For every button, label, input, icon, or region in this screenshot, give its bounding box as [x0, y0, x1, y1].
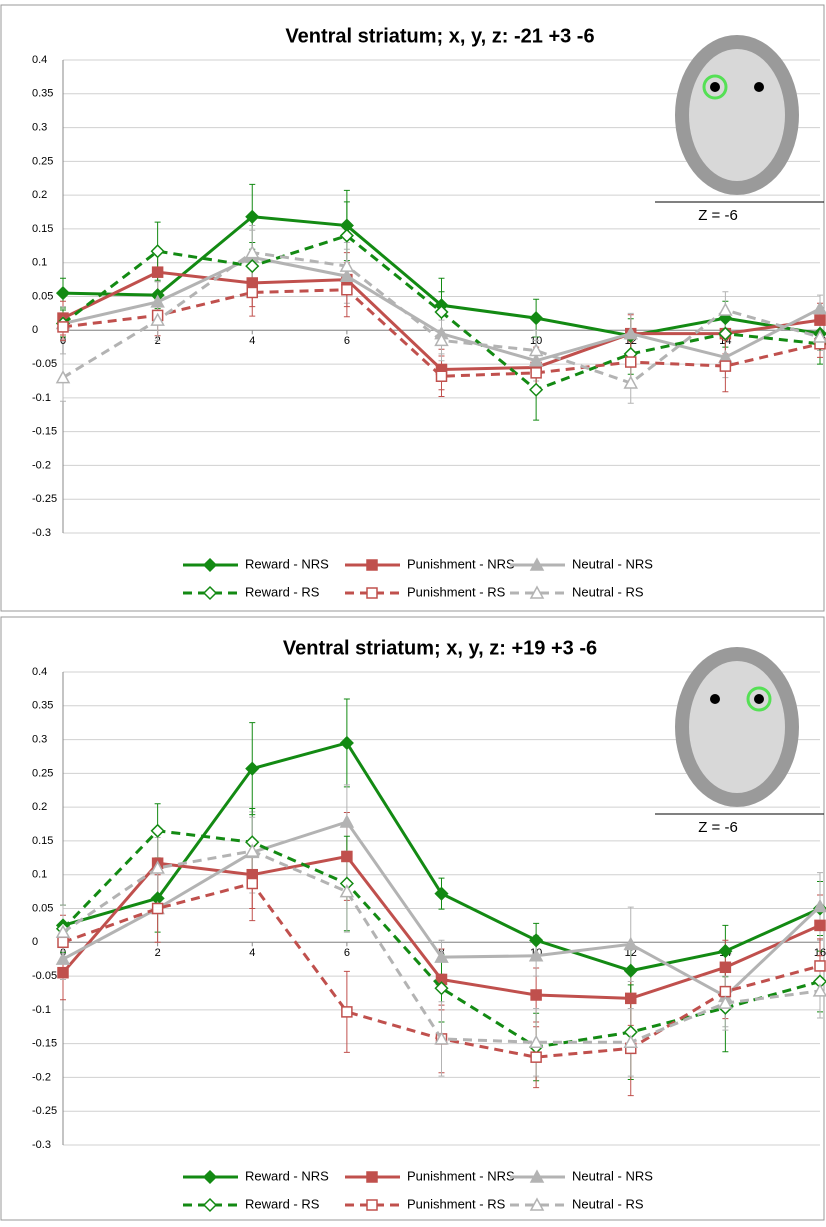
legend-label: Punishment - NRS: [407, 1168, 515, 1183]
chart-title: Ventral striatum; x, y, z: -21 +3 -6: [285, 25, 594, 47]
marker: [531, 990, 541, 1000]
y-tick-label: 0.4: [32, 666, 47, 678]
marker: [58, 322, 68, 332]
marker: [720, 987, 730, 997]
marker: [367, 1200, 377, 1210]
marker: [531, 1052, 541, 1062]
marker: [720, 361, 730, 371]
y-tick-label: 0: [32, 936, 38, 948]
brain-dot: [710, 694, 720, 704]
y-tick-label: 0.05: [32, 290, 53, 302]
inset-label: Z = -6: [698, 207, 738, 224]
y-tick-label: 0.15: [32, 835, 53, 847]
y-tick-label: -0.2: [32, 459, 51, 471]
y-tick-label: 0.15: [32, 223, 53, 235]
marker: [58, 937, 68, 947]
y-tick-label: -0.25: [32, 1105, 57, 1117]
legend-label: Reward - NRS: [245, 556, 329, 571]
y-tick-label: 0.25: [32, 155, 53, 167]
marker: [626, 993, 636, 1003]
marker: [626, 357, 636, 367]
marker: [367, 1172, 377, 1182]
x-tick-label: 6: [344, 947, 350, 959]
y-tick-label: 0: [32, 324, 38, 336]
y-tick-label: -0.2: [32, 1071, 51, 1083]
y-tick-label: -0.1: [32, 392, 51, 404]
legend-label: Reward - NRS: [245, 1168, 329, 1183]
marker: [531, 368, 541, 378]
y-tick-label: 0.35: [32, 88, 53, 100]
marker: [247, 287, 257, 297]
brain-dot: [754, 694, 764, 704]
marker: [367, 560, 377, 570]
marker: [247, 278, 257, 288]
y-tick-label: -0.25: [32, 493, 57, 505]
y-tick-label: -0.1: [32, 1004, 51, 1016]
legend-label: Punishment - RS: [407, 584, 506, 599]
marker: [342, 851, 352, 861]
legend-label: Reward - RS: [245, 1196, 320, 1211]
y-tick-label: 0.25: [32, 767, 53, 779]
y-tick-label: 0.4: [32, 54, 47, 66]
y-tick-label: 0.05: [32, 902, 53, 914]
y-tick-label: 0.2: [32, 189, 47, 201]
y-tick-label: -0.3: [32, 1139, 51, 1151]
marker: [815, 315, 825, 325]
legend-label: Reward - RS: [245, 584, 320, 599]
x-tick-label: 4: [249, 335, 255, 347]
y-tick-label: 0.3: [32, 733, 47, 745]
x-tick-label: 4: [249, 947, 255, 959]
y-tick-label: -0.15: [32, 426, 57, 438]
legend-label: Neutral - NRS: [572, 556, 653, 571]
marker: [342, 1007, 352, 1017]
y-tick-label: -0.3: [32, 527, 51, 539]
legend-label: Neutral - RS: [572, 584, 644, 599]
legend-label: Punishment - NRS: [407, 556, 515, 571]
page: Ventral striatum; x, y, z: -21 +3 -6 -0.3…: [0, 0, 826, 1227]
marker: [247, 878, 257, 888]
y-tick-label: 0.1: [32, 869, 47, 881]
y-tick-label: -0.05: [32, 358, 57, 370]
marker: [342, 285, 352, 295]
legend-label: Punishment - RS: [407, 1196, 506, 1211]
y-tick-label: -0.05: [32, 970, 57, 982]
inset-label: Z = -6: [698, 819, 738, 836]
y-tick-label: 0.2: [32, 801, 47, 813]
marker: [720, 962, 730, 972]
legend-label: Neutral - NRS: [572, 1168, 653, 1183]
figure: Ventral striatum; x, y, z: -21 +3 -6 -0.3…: [0, 0, 826, 1222]
brain-inset: [689, 49, 785, 181]
marker: [815, 961, 825, 971]
brain-dot: [754, 82, 764, 92]
y-tick-label: 0.35: [32, 700, 53, 712]
marker: [58, 968, 68, 978]
x-tick-label: 6: [344, 335, 350, 347]
legend-label: Neutral - RS: [572, 1196, 644, 1211]
marker: [153, 267, 163, 277]
marker: [815, 920, 825, 930]
marker: [367, 588, 377, 598]
x-tick-label: 2: [155, 947, 161, 959]
brain-dot: [710, 82, 720, 92]
marker: [153, 904, 163, 914]
y-tick-label: 0.1: [32, 257, 47, 269]
y-tick-label: 0.3: [32, 121, 47, 133]
marker: [437, 371, 447, 381]
chart-title: Ventral striatum; x, y, z: +19 +3 -6: [283, 637, 597, 659]
y-tick-label: -0.15: [32, 1038, 57, 1050]
brain-inset: [689, 661, 785, 793]
